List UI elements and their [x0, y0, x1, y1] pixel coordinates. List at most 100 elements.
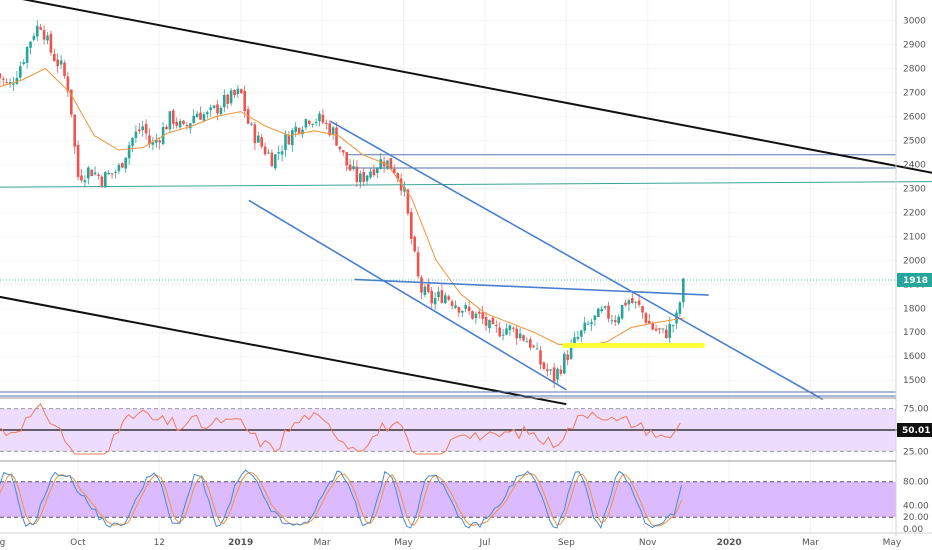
candle [457, 307, 461, 313]
time-axis[interactable]: AugOct122019MarMayJulSepNov2020MarMayJul [0, 538, 932, 548]
candle [121, 162, 124, 168]
candle [362, 172, 365, 182]
candle [19, 66, 22, 78]
price-tick-label: 2700 [903, 88, 926, 98]
last-price-badge [897, 272, 932, 287]
candle [104, 172, 107, 188]
rsi-axis[interactable]: 75.00 50.01 25.00 [897, 405, 932, 458]
candle [522, 335, 525, 341]
candle [127, 145, 131, 159]
candle [372, 169, 376, 176]
rsi-tick-label: 75.00 [903, 405, 929, 415]
candle [583, 322, 586, 331]
price-tick-label: 2100 [903, 232, 926, 242]
trend-drawings[interactable] [0, 0, 932, 406]
candle [331, 127, 335, 135]
candle [1, 78, 5, 80]
candle [66, 76, 70, 92]
candle [297, 127, 301, 134]
candle [70, 89, 73, 115]
candle [270, 152, 274, 167]
stochastic-axis[interactable]: 80.00 40.00 20.00 0.00 [903, 478, 929, 535]
candle [0, 73, 2, 79]
price-drawings[interactable] [0, 154, 932, 188]
candle [440, 290, 444, 303]
candle [505, 328, 508, 335]
candle [539, 350, 542, 365]
candle [110, 173, 114, 175]
candle [134, 131, 138, 138]
candle [355, 166, 359, 182]
candle [189, 123, 192, 129]
channel-lower-line [248, 199, 567, 391]
candle [488, 320, 491, 329]
candle [427, 284, 430, 292]
candle [675, 312, 678, 324]
candle [22, 62, 25, 64]
candle [178, 120, 182, 128]
candle [321, 114, 325, 123]
candle [32, 35, 36, 40]
candle [665, 329, 668, 338]
candle [223, 95, 226, 108]
time-tick-label: Oct [70, 538, 86, 548]
candle [512, 327, 515, 329]
candle [83, 180, 87, 183]
candle [291, 130, 294, 146]
candle [420, 277, 423, 293]
candle [209, 107, 212, 111]
price-tick-label: 3000 [903, 17, 926, 27]
candle [263, 146, 267, 155]
candle [559, 369, 563, 374]
candle [552, 367, 556, 382]
stochastic-k-line [0, 469, 682, 530]
last-price-label: 1918 [903, 276, 928, 286]
candle [549, 369, 552, 371]
candle [376, 168, 379, 174]
candle [406, 189, 410, 214]
candle [97, 174, 100, 176]
candle [603, 306, 607, 308]
candle [600, 309, 603, 312]
rsi-line [0, 403, 681, 455]
candle [651, 323, 654, 330]
candle [352, 166, 355, 170]
price-tick-label: 2500 [903, 136, 926, 146]
candle [335, 127, 338, 146]
candle [165, 126, 168, 130]
stochastic-tick-label: 40.00 [903, 501, 929, 511]
candle [654, 328, 658, 331]
candle [5, 81, 8, 83]
candle [593, 315, 597, 321]
stochastic-panel[interactable] [0, 469, 896, 530]
candle [301, 129, 304, 135]
candle [100, 176, 104, 186]
candle [515, 328, 518, 339]
candle [678, 302, 682, 314]
time-tick-label: Mar [802, 538, 819, 548]
candle [46, 35, 49, 41]
candle [580, 330, 583, 337]
candle [471, 311, 474, 319]
candle [257, 135, 260, 143]
candle [90, 169, 93, 176]
candle [491, 317, 495, 325]
price-tick-label: 2800 [903, 64, 926, 74]
candle [267, 152, 270, 154]
candle [141, 126, 144, 131]
price-axis[interactable]: 1500160017001800190020002100220023002400… [897, 17, 932, 387]
candle [287, 135, 291, 145]
neckline [354, 278, 709, 296]
candle [342, 150, 345, 153]
rsi-panel[interactable] [0, 403, 932, 455]
stochastic-tick-label: 0.00 [903, 525, 923, 535]
candle [49, 33, 53, 53]
candle [444, 295, 447, 304]
candle [529, 339, 532, 348]
candle [124, 157, 127, 169]
candle [199, 112, 202, 120]
candle [168, 111, 172, 130]
candle [172, 110, 175, 124]
